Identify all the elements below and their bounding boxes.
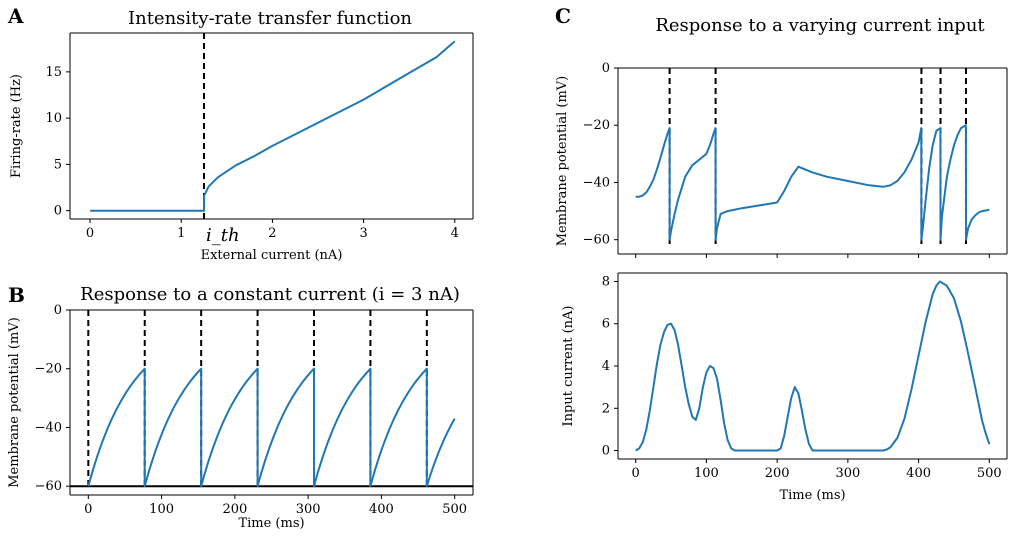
y-tick-label: −60 (35, 479, 62, 494)
transfer-function-line (90, 40, 456, 212)
panel-letter-b: B (8, 283, 25, 307)
y-tick-label: 0 (602, 61, 610, 76)
plot-area-a: 0 1 2 3 4 0 5 10 15 External current (nA) Firing-r… (9, 32, 474, 263)
x-tick-label: 1 (177, 226, 185, 241)
y-tick-label: 8 (602, 274, 610, 289)
x-tick-label: 400 (369, 502, 394, 517)
panel-letter-c: C (555, 4, 571, 28)
chart-title-a: Intensity-rate transfer function (128, 8, 412, 29)
x-axis-label: External current (nA) (201, 248, 343, 263)
y-tick-label: 0 (54, 204, 62, 219)
membrane-potential-line (635, 124, 990, 241)
y-axis-label: Membrane potential (mV) (555, 76, 570, 247)
x-tick-label: 500 (977, 466, 1002, 481)
x-tick-label: 3 (359, 226, 367, 241)
y-axis-label: Input current (nA) (561, 306, 576, 427)
x-tick-label: 0 (632, 466, 640, 481)
x-tick-label: 0 (86, 226, 94, 241)
x-tick-label: 400 (906, 466, 931, 481)
x-axis-label: Time (ms) (779, 488, 845, 503)
x-tick-label: 200 (765, 466, 790, 481)
input-current-line (635, 280, 991, 452)
y-tick-label: 4 (602, 359, 610, 374)
x-tick-label: 4 (451, 226, 459, 241)
panel-letter-a: A (7, 4, 24, 28)
x-tick-label: 0 (84, 502, 92, 517)
y-tick-label: −60 (583, 233, 610, 248)
x-axis-label: Time (ms) (238, 516, 304, 531)
x-tick-label: 200 (222, 502, 247, 517)
y-tick-label: 2 (602, 401, 610, 416)
x-tick-label: 300 (296, 502, 321, 517)
x-tick-label: 2 (268, 226, 276, 241)
y-tick-label: 0 (602, 444, 610, 459)
chart-title-b: Response to a constant current (i = 3 nA… (80, 284, 460, 305)
x-tick-label: 100 (149, 502, 174, 517)
x-tick-label: 100 (694, 466, 719, 481)
plot-area-c-bottom: 0 100 200 300 400 500 0 2 4 6 8 Time (ms) Input curr… (561, 272, 1008, 503)
y-axis-label: Firing-rate (Hz) (9, 74, 24, 178)
y-axis-label: Membrane potential (mV) (7, 317, 22, 488)
x-tick-label: 300 (835, 466, 860, 481)
chart-title-c: Response to a varying current input (655, 15, 985, 36)
y-tick-label: 0 (54, 303, 62, 318)
plot-area-c-top: 0 −20 −40 −60 Membrane potential (mV) (555, 61, 1008, 258)
threshold-annotation: i_th (206, 225, 240, 246)
y-tick-label: 5 (54, 157, 62, 172)
y-tick-label: 15 (45, 65, 62, 80)
y-tick-label: −40 (583, 175, 610, 190)
y-tick-label: 6 (602, 317, 610, 332)
x-tick-label: 500 (442, 502, 467, 517)
y-tick-label: −20 (35, 362, 62, 377)
y-tick-label: −20 (583, 118, 610, 133)
y-tick-label: 10 (45, 111, 62, 126)
membrane-potential-line (87, 367, 456, 488)
y-tick-label: −40 (35, 420, 62, 435)
plot-area-b: 0 100 200 300 400 500 0 −20 −40 −60 Time (ms) Membr… (7, 303, 474, 531)
